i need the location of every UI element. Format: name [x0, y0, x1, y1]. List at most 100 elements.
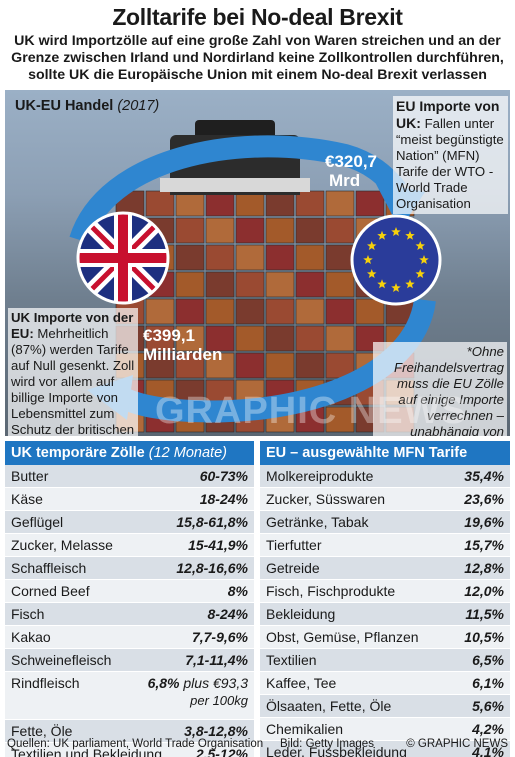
shipping-container — [325, 244, 355, 271]
table-row: Zucker, Melasse 15-41,9% — [5, 534, 254, 557]
shipping-container — [295, 271, 325, 298]
shipping-container — [235, 325, 265, 352]
row-label: Ölsaaten, Fette, Öle — [266, 698, 392, 714]
table-row: Corned Beef 8% — [5, 580, 254, 603]
shipping-container — [175, 325, 205, 352]
row-value: 10,5% — [464, 629, 504, 645]
eu-table: Molkereiprodukte 35,4% Zucker, Süsswaren 2… — [260, 465, 510, 757]
shipping-container — [205, 325, 235, 352]
row-label: Getreide — [266, 560, 320, 576]
uk-table-subtitle: (12 Monate) — [148, 445, 227, 461]
shipping-container — [235, 352, 265, 379]
uk-table: Butter 60-73% Käse 18-24% Geflügel 15,8-61,… — [5, 465, 254, 757]
uk-imports-callout: UK Importe von der EU: Mehrheitlich (87%… — [8, 308, 138, 436]
row-value: 23,6% — [464, 491, 504, 507]
shipping-container — [235, 271, 265, 298]
shipping-container — [205, 190, 235, 217]
shipping-container — [265, 190, 295, 217]
hero-label-text: UK-EU Handel — [15, 98, 114, 114]
row-value: 35,4% — [464, 468, 504, 484]
shipping-container — [235, 244, 265, 271]
table-row: Getränke, Tabak 19,6% — [260, 511, 510, 534]
row-label: Chemikalien — [266, 721, 344, 737]
uk-table-header: UK temporäre Zölle (12 Monate) — [5, 441, 254, 465]
shipping-container — [205, 298, 235, 325]
table-row: Kakao 7,7-9,6% — [5, 626, 254, 649]
watermark: GRAPHIC NEWS — [155, 390, 467, 432]
row-value: 60-73% — [199, 468, 248, 484]
table-row: Textilien und Bekleidung 2,5-12% — [5, 743, 254, 757]
page-subtitle: UK wird Importzölle auf eine große Zahl … — [11, 33, 504, 83]
shipping-container — [295, 325, 325, 352]
eu-amount-unit: Mrd — [329, 171, 361, 190]
row-label: Fisch — [11, 606, 45, 622]
row-value: 8-24% — [207, 606, 248, 622]
eu-amount-value: €320,7 — [325, 152, 377, 171]
row-value: 3,8-12,8% — [184, 723, 248, 739]
row-value: 18-24% — [199, 491, 248, 507]
hero-illustration: UK-EU Handel (2017) EU Importe von UK: F… — [5, 90, 510, 436]
shipping-container — [145, 298, 175, 325]
row-label: Textilien und Bekleidung — [11, 746, 162, 757]
row-label: Fette, Öle — [11, 723, 73, 739]
shipping-container — [205, 271, 235, 298]
row-label: Zucker, Melasse — [11, 537, 113, 553]
row-value: 12,8% — [464, 560, 504, 576]
eu-star-icon — [419, 255, 429, 265]
row-value: 15,7% — [464, 537, 504, 553]
shipping-container — [355, 190, 385, 217]
table-row: Leder, Fussbekleidung 4,1% — [260, 741, 510, 757]
hero-label-year: (2017) — [117, 98, 160, 114]
eu-star-icon — [367, 269, 377, 279]
shipping-container — [265, 352, 295, 379]
table-row: Fisch, Fischprodukte 12,0% — [260, 580, 510, 603]
row-label: Leder, Fussbekleidung — [266, 744, 407, 757]
shipping-container — [355, 298, 385, 325]
eu-imports-text: Fallen unter “meist begünstigte Nation” … — [396, 116, 504, 211]
row-label: Fisch, Fischprodukte — [266, 583, 396, 599]
shipping-container — [295, 298, 325, 325]
row-value: 7,7-9,6% — [191, 629, 248, 645]
row-value: 15,8-61,8% — [176, 514, 248, 530]
shipping-container — [145, 352, 175, 379]
shipping-container — [175, 190, 205, 217]
row-label: Zucker, Süsswaren — [266, 491, 386, 507]
row-value: 12,0% — [464, 583, 504, 599]
eu-star-icon — [415, 241, 425, 251]
table-row: Geflügel 15,8-61,8% — [5, 511, 254, 534]
uk-amount-value: €399,1 — [143, 326, 195, 345]
eu-amount: €320,7 Mrd — [325, 152, 377, 190]
row-value: 6,1% — [472, 675, 504, 691]
eu-star-icon — [405, 279, 415, 289]
row-label: Käse — [11, 491, 43, 507]
shipping-container — [295, 190, 325, 217]
table-row: Rindfleisch 6,8% plus €93,3 per 100kg — [5, 672, 254, 720]
table-row: Schaffleisch 12,8-16,6% — [5, 557, 254, 580]
shipping-container — [265, 271, 295, 298]
table-row: Getreide 12,8% — [260, 557, 510, 580]
eu-star-icon — [377, 279, 387, 289]
shipping-container — [175, 217, 205, 244]
table-row: Schweinefleisch 7,1-11,4% — [5, 649, 254, 672]
table-row: Obst, Gemüse, Pflanzen 10,5% — [260, 626, 510, 649]
shipping-container — [265, 298, 295, 325]
table-row: Bekleidung 11,5% — [260, 603, 510, 626]
table-row: Textilien 6,5% — [260, 649, 510, 672]
eu-star-icon — [405, 230, 415, 240]
row-value: 2,5-12% — [195, 746, 248, 757]
shipping-container — [295, 217, 325, 244]
row-label: Rindfleisch — [11, 675, 80, 691]
footnote-note: *Ohne Freihandelsvertrag muss die EU Zöl… — [373, 342, 507, 436]
eu-table-header: EU – ausgewählte MFN Tarife — [260, 441, 510, 465]
row-label: Kaffee, Tee — [266, 675, 337, 691]
uk-amount: €399,1 Milliarden — [143, 326, 222, 364]
row-value: 11,5% — [465, 606, 504, 622]
shipping-container — [325, 271, 355, 298]
row-label: Getränke, Tabak — [266, 514, 369, 530]
row-value: 8% — [227, 583, 248, 599]
eu-star-icon — [377, 230, 387, 240]
shipping-container — [235, 190, 265, 217]
uk-table-title: UK temporäre Zölle — [11, 445, 145, 461]
shipping-container — [205, 352, 235, 379]
row-label: Geflügel — [11, 514, 64, 530]
